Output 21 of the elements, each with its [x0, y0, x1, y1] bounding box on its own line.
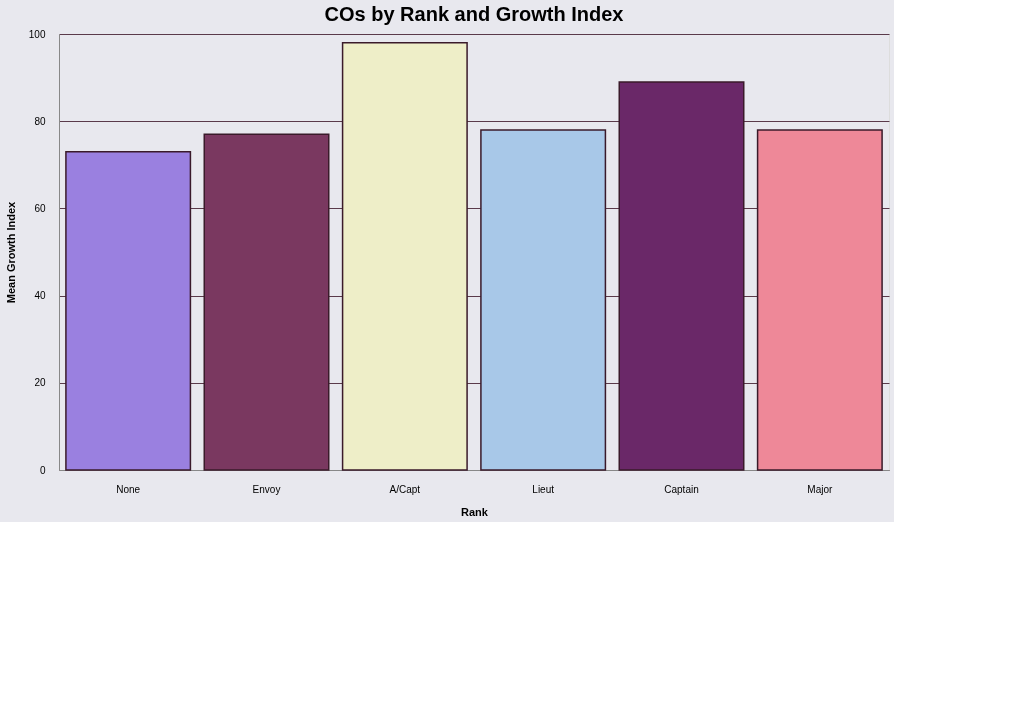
y-tick-label: 40 [34, 290, 46, 302]
y-tick-label: 100 [28, 28, 46, 40]
bar [618, 81, 745, 471]
bar [341, 41, 468, 471]
y-tick-label: 20 [34, 377, 46, 389]
y-axis-title: Mean Growth Index [4, 200, 17, 304]
x-tick-label: Major [807, 483, 833, 495]
bar [480, 129, 607, 471]
chart-title: COs by Rank and Growth Index [324, 3, 624, 25]
x-axis-title: Rank [461, 505, 489, 518]
bar [203, 133, 330, 471]
x-tick-label: Envoy [252, 483, 281, 495]
bar [756, 129, 883, 471]
y-tick-label: 60 [34, 202, 46, 214]
x-tick-label: Lieut [532, 483, 555, 495]
x-tick-label: A/Capt [389, 483, 421, 495]
x-tick-label: Captain [664, 483, 699, 495]
bar [65, 150, 192, 471]
y-tick-label: 0 [39, 464, 46, 476]
y-tick-label: 80 [34, 115, 46, 127]
x-tick-label: None [116, 483, 141, 495]
